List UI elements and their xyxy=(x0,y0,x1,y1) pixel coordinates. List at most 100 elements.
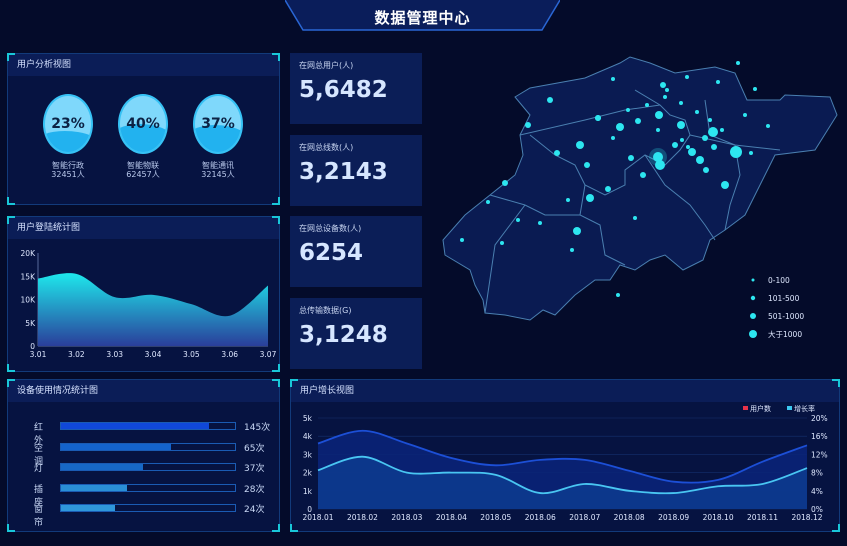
map-data-point[interactable] xyxy=(720,128,724,132)
map-data-point[interactable] xyxy=(695,110,699,114)
percent-gauge: 40% xyxy=(118,94,168,154)
map-data-point[interactable] xyxy=(655,111,663,119)
bar-fill xyxy=(61,505,115,511)
map-data-point[interactable] xyxy=(525,122,531,128)
map-data-point[interactable] xyxy=(628,155,634,161)
map-data-point[interactable] xyxy=(611,77,615,81)
map-data-point[interactable] xyxy=(753,87,757,91)
map-data-point[interactable] xyxy=(611,136,615,140)
map-data-point[interactable] xyxy=(660,82,666,88)
percent-gauge: 23% xyxy=(43,94,93,154)
x-tick-label: 2018.11 xyxy=(747,513,778,522)
map-data-point[interactable] xyxy=(766,124,770,128)
map-data-point[interactable] xyxy=(679,101,683,105)
map-data-point[interactable] xyxy=(688,148,696,156)
map-data-point[interactable] xyxy=(500,241,504,245)
x-tick-label: 3.06 xyxy=(221,350,238,359)
x-tick-label: 2018.02 xyxy=(347,513,378,522)
stat-card: 在网总用户(人) 5,6482 xyxy=(290,53,422,124)
map-data-point[interactable] xyxy=(702,135,708,141)
legend-dot-icon xyxy=(749,330,757,338)
map-data-point[interactable] xyxy=(736,61,740,65)
x-tick-label: 3.03 xyxy=(106,350,123,359)
map-data-point[interactable] xyxy=(685,75,689,79)
percent-gauge: 37% xyxy=(193,94,243,154)
map-data-point[interactable] xyxy=(703,167,709,173)
bar-fill xyxy=(61,423,209,429)
x-tick-label: 3.01 xyxy=(30,350,47,359)
series-line xyxy=(317,429,808,484)
map-data-point[interactable] xyxy=(486,200,490,204)
x-tick-label: 2018.01 xyxy=(302,513,333,522)
map-region xyxy=(442,56,838,321)
y-tick-label: 5K xyxy=(25,319,36,328)
map-data-point[interactable] xyxy=(586,194,594,202)
map-data-point[interactable] xyxy=(570,248,574,252)
map-data-point[interactable] xyxy=(663,95,667,99)
stat-card: 总传输数据(G) 3,1248 xyxy=(290,298,422,369)
x-tick-label: 2018.06 xyxy=(525,513,556,522)
legend-swatch xyxy=(743,406,748,410)
map-data-point[interactable] xyxy=(696,156,704,164)
legend-label: 用户数 xyxy=(750,404,771,413)
panel-title: 用户分析视图 xyxy=(8,54,279,76)
map-data-point[interactable] xyxy=(711,144,717,150)
x-tick-label: 3.02 xyxy=(68,350,85,359)
map-data-point[interactable] xyxy=(616,123,624,131)
map-data-point[interactable] xyxy=(656,128,660,132)
map-data-point[interactable] xyxy=(573,227,581,235)
map-data-point[interactable] xyxy=(538,221,542,225)
header: 数据管理中心 xyxy=(285,0,560,34)
map-data-point[interactable] xyxy=(460,238,464,242)
map-data-point[interactable] xyxy=(721,181,729,189)
y-right-tick-label: 20% xyxy=(811,414,828,423)
series-line xyxy=(317,455,808,495)
bar-fill xyxy=(61,443,171,450)
map-data-point[interactable] xyxy=(743,113,747,117)
map-data-point[interactable] xyxy=(626,108,630,112)
device-usage-panel: 设备使用情况统计图 红外 145次 空调 65次灯 37次 插座 28次 窗帘 24次 xyxy=(7,379,280,532)
map-data-point[interactable] xyxy=(566,198,570,202)
y-left-tick-label: 4k xyxy=(303,432,313,441)
x-tick-label: 3.05 xyxy=(183,350,200,359)
map-data-point[interactable] xyxy=(605,186,611,192)
panel-title: 用户登陆统计图 xyxy=(8,217,279,239)
panel-title: 用户增长视图 xyxy=(291,380,839,402)
map-data-point[interactable] xyxy=(686,145,690,149)
map-data-point[interactable] xyxy=(708,118,712,122)
panel-title: 设备使用情况统计图 xyxy=(8,380,279,402)
login-area-chart: 0 5K 10K 15K 20K 3.01 3.02 3.03 3.04 3.05 3.06 3.07 xyxy=(21,249,277,359)
map-data-point[interactable] xyxy=(516,218,520,222)
map-data-point[interactable] xyxy=(680,138,684,142)
y-right-tick-label: 16% xyxy=(811,432,828,441)
map-data-point[interactable] xyxy=(584,162,590,168)
x-tick-label: 2018.10 xyxy=(703,513,734,522)
map-legend-label: 501-1000 xyxy=(768,312,804,321)
region-map[interactable]: 0-100 101-500 501-1000 大于1000 xyxy=(435,55,847,370)
map-data-point[interactable] xyxy=(749,151,753,155)
map-data-point[interactable] xyxy=(633,216,637,220)
map-data-point[interactable] xyxy=(635,118,641,124)
map-data-point[interactable] xyxy=(576,141,584,149)
login-stats-panel: 用户登陆统计图 0 5K 10K 15K 20K 3.01 3.02 3.03 3.04 3.05… xyxy=(7,216,280,372)
map-data-point[interactable] xyxy=(547,97,553,103)
map-data-point[interactable] xyxy=(502,180,508,186)
x-tick-label: 2018.09 xyxy=(658,513,689,522)
map-legend-label: 0-100 xyxy=(768,276,790,285)
y-tick-label: 15K xyxy=(21,272,37,281)
map-data-point[interactable] xyxy=(640,172,646,178)
map-data-point[interactable] xyxy=(672,142,678,148)
map-data-point[interactable] xyxy=(645,103,649,107)
y-left-tick-label: 2k xyxy=(303,469,313,478)
map-data-point[interactable] xyxy=(677,121,685,129)
map-data-point[interactable] xyxy=(554,150,560,156)
map-data-point[interactable] xyxy=(716,80,720,84)
user-analysis-panel: 用户分析视图 23% 智能行政 32451人 40% 智能物联 62457人 37% 智能通讯… xyxy=(7,53,280,205)
map-data-point[interactable] xyxy=(595,115,601,121)
map-data-point[interactable] xyxy=(616,293,620,297)
map-data-point[interactable] xyxy=(708,127,718,137)
map-data-point[interactable] xyxy=(730,146,742,158)
map-data-point[interactable] xyxy=(665,88,669,92)
map-data-point[interactable] xyxy=(653,152,663,162)
map-data-point[interactable] xyxy=(655,160,665,170)
